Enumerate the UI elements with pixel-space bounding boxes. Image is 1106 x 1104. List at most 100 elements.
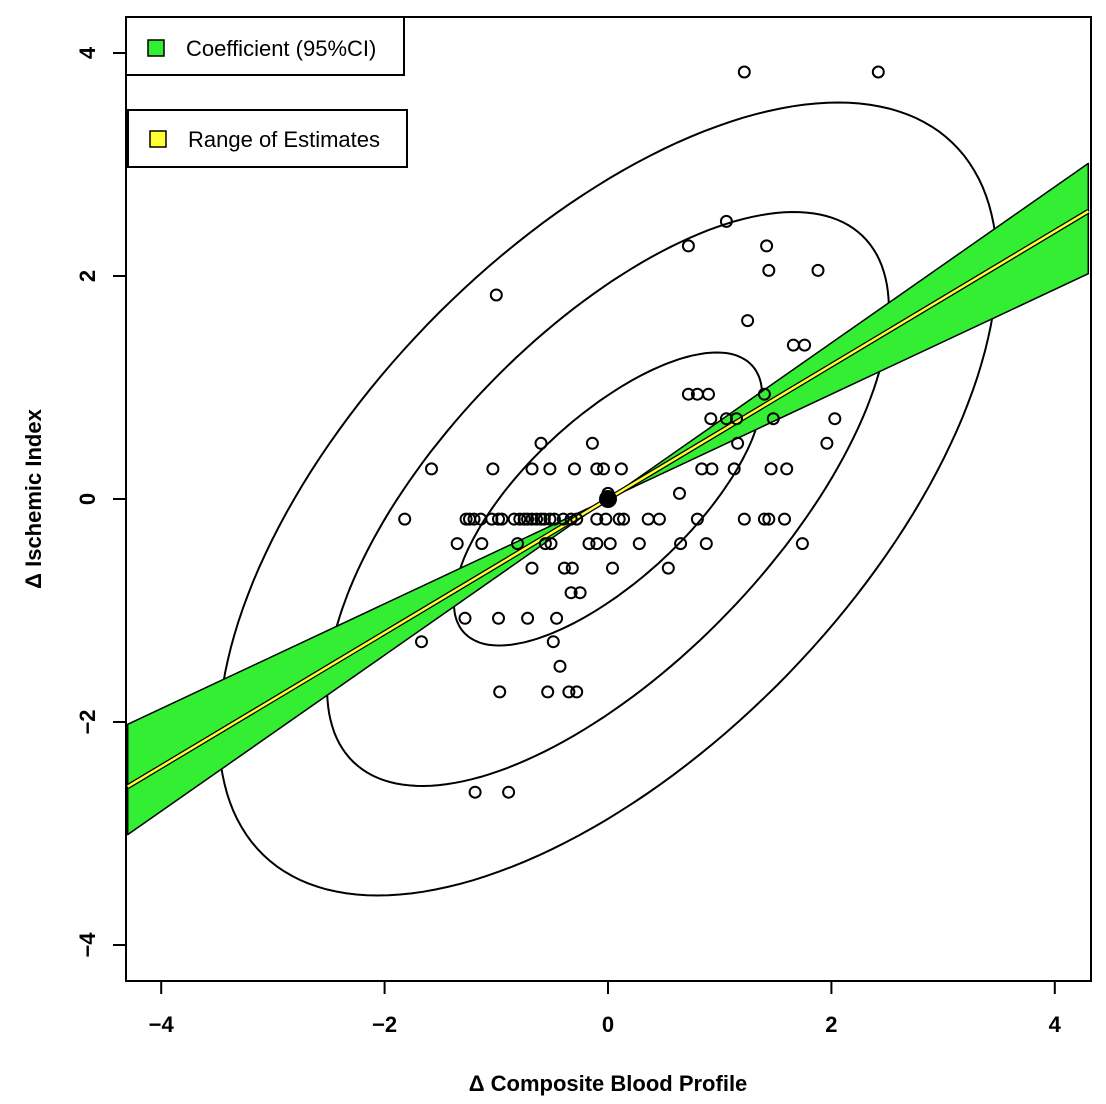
data-point <box>513 512 527 526</box>
data-point <box>681 387 695 401</box>
data-point <box>871 65 885 79</box>
data-point <box>486 462 500 476</box>
y-tick-label: 0 <box>75 493 100 505</box>
data-point <box>795 537 809 551</box>
data-point <box>786 338 800 352</box>
data-point <box>525 561 539 575</box>
data-point <box>534 436 548 450</box>
x-tick-label: 0 <box>602 1012 614 1037</box>
x-tick-label: −4 <box>149 1012 175 1037</box>
y-tick-label: −2 <box>75 709 100 734</box>
data-point <box>737 512 751 526</box>
data-point <box>530 512 543 526</box>
data-point <box>702 387 715 401</box>
data-point <box>475 537 489 551</box>
data-point <box>590 512 604 526</box>
ellipse-2 <box>326 210 890 788</box>
data-point <box>525 462 539 476</box>
data-point <box>525 512 539 526</box>
x-tick-label: −2 <box>372 1012 397 1037</box>
data-point <box>425 462 438 476</box>
data-point <box>766 412 780 426</box>
data-point <box>674 537 688 551</box>
data-points <box>398 65 885 799</box>
data-point <box>641 512 655 526</box>
x-axis-label: Δ Composite Blood Profile <box>469 1071 748 1096</box>
data-point <box>585 436 599 450</box>
x-axis: −4 −2 0 2 4 <box>149 980 1062 1037</box>
data-point <box>543 512 557 526</box>
data-point <box>590 462 604 476</box>
data-point <box>778 512 791 526</box>
data-point <box>495 512 509 526</box>
data-point <box>681 239 695 253</box>
data-point <box>762 263 776 277</box>
data-point <box>544 537 558 551</box>
data-point <box>564 512 578 526</box>
data-point <box>450 537 464 551</box>
data-point <box>502 785 516 799</box>
data-point <box>603 537 617 551</box>
data-point <box>562 685 576 699</box>
data-point <box>730 412 743 426</box>
data-point <box>582 537 596 551</box>
x-tick-label: 4 <box>1049 1012 1062 1037</box>
legend-range-box <box>127 109 408 168</box>
data-point <box>546 635 560 649</box>
legend-coefficient-box <box>125 16 405 76</box>
data-point <box>521 512 535 526</box>
data-point <box>704 412 718 426</box>
data-point <box>492 611 505 625</box>
data-point <box>398 512 412 526</box>
data-point <box>690 512 704 526</box>
y-tick-label: −4 <box>75 932 100 958</box>
y-axis: −4 −2 0 2 4 <box>75 46 126 958</box>
data-point <box>757 387 771 401</box>
data-point <box>568 462 581 476</box>
data-point <box>547 512 561 526</box>
data-point <box>798 338 812 352</box>
data-point <box>606 561 619 575</box>
legend-range-label: Range of Estimates <box>188 127 380 152</box>
data-point <box>597 462 610 476</box>
data-point <box>550 611 564 625</box>
data-point <box>489 288 503 302</box>
data-point <box>719 214 733 228</box>
y-tick-label: 4 <box>75 46 100 59</box>
data-point <box>614 462 628 476</box>
data-point <box>543 462 557 476</box>
data-point <box>511 537 524 551</box>
data-point <box>661 561 675 575</box>
ellipse-3 <box>217 101 999 897</box>
data-point <box>564 586 578 600</box>
data-point <box>493 685 507 699</box>
data-point <box>828 412 842 426</box>
data-point <box>699 537 713 551</box>
data-point <box>570 512 584 526</box>
data-point <box>565 561 579 575</box>
data-point <box>741 314 755 328</box>
data-point <box>467 512 481 526</box>
data-point <box>757 512 771 526</box>
data-point <box>820 436 834 450</box>
data-point <box>541 685 555 699</box>
data-point <box>737 65 751 79</box>
data-point <box>764 462 778 476</box>
y-axis-label: Δ Ischemic Index <box>21 408 46 588</box>
data-point <box>780 462 794 476</box>
data-point <box>617 512 631 526</box>
data-point <box>652 512 666 526</box>
data-point <box>556 512 570 526</box>
data-point <box>632 537 646 551</box>
data-point <box>705 462 719 476</box>
data-point <box>573 586 587 600</box>
ellipse-1 <box>452 351 764 647</box>
data-point <box>760 239 774 253</box>
y-tick-label: 2 <box>75 270 100 282</box>
legend-coefficient-label: Coefficient (95%CI) <box>186 36 376 61</box>
data-point <box>731 436 745 450</box>
data-point <box>612 512 626 526</box>
data-point <box>599 512 613 526</box>
x-tick-label: 2 <box>825 1012 837 1037</box>
